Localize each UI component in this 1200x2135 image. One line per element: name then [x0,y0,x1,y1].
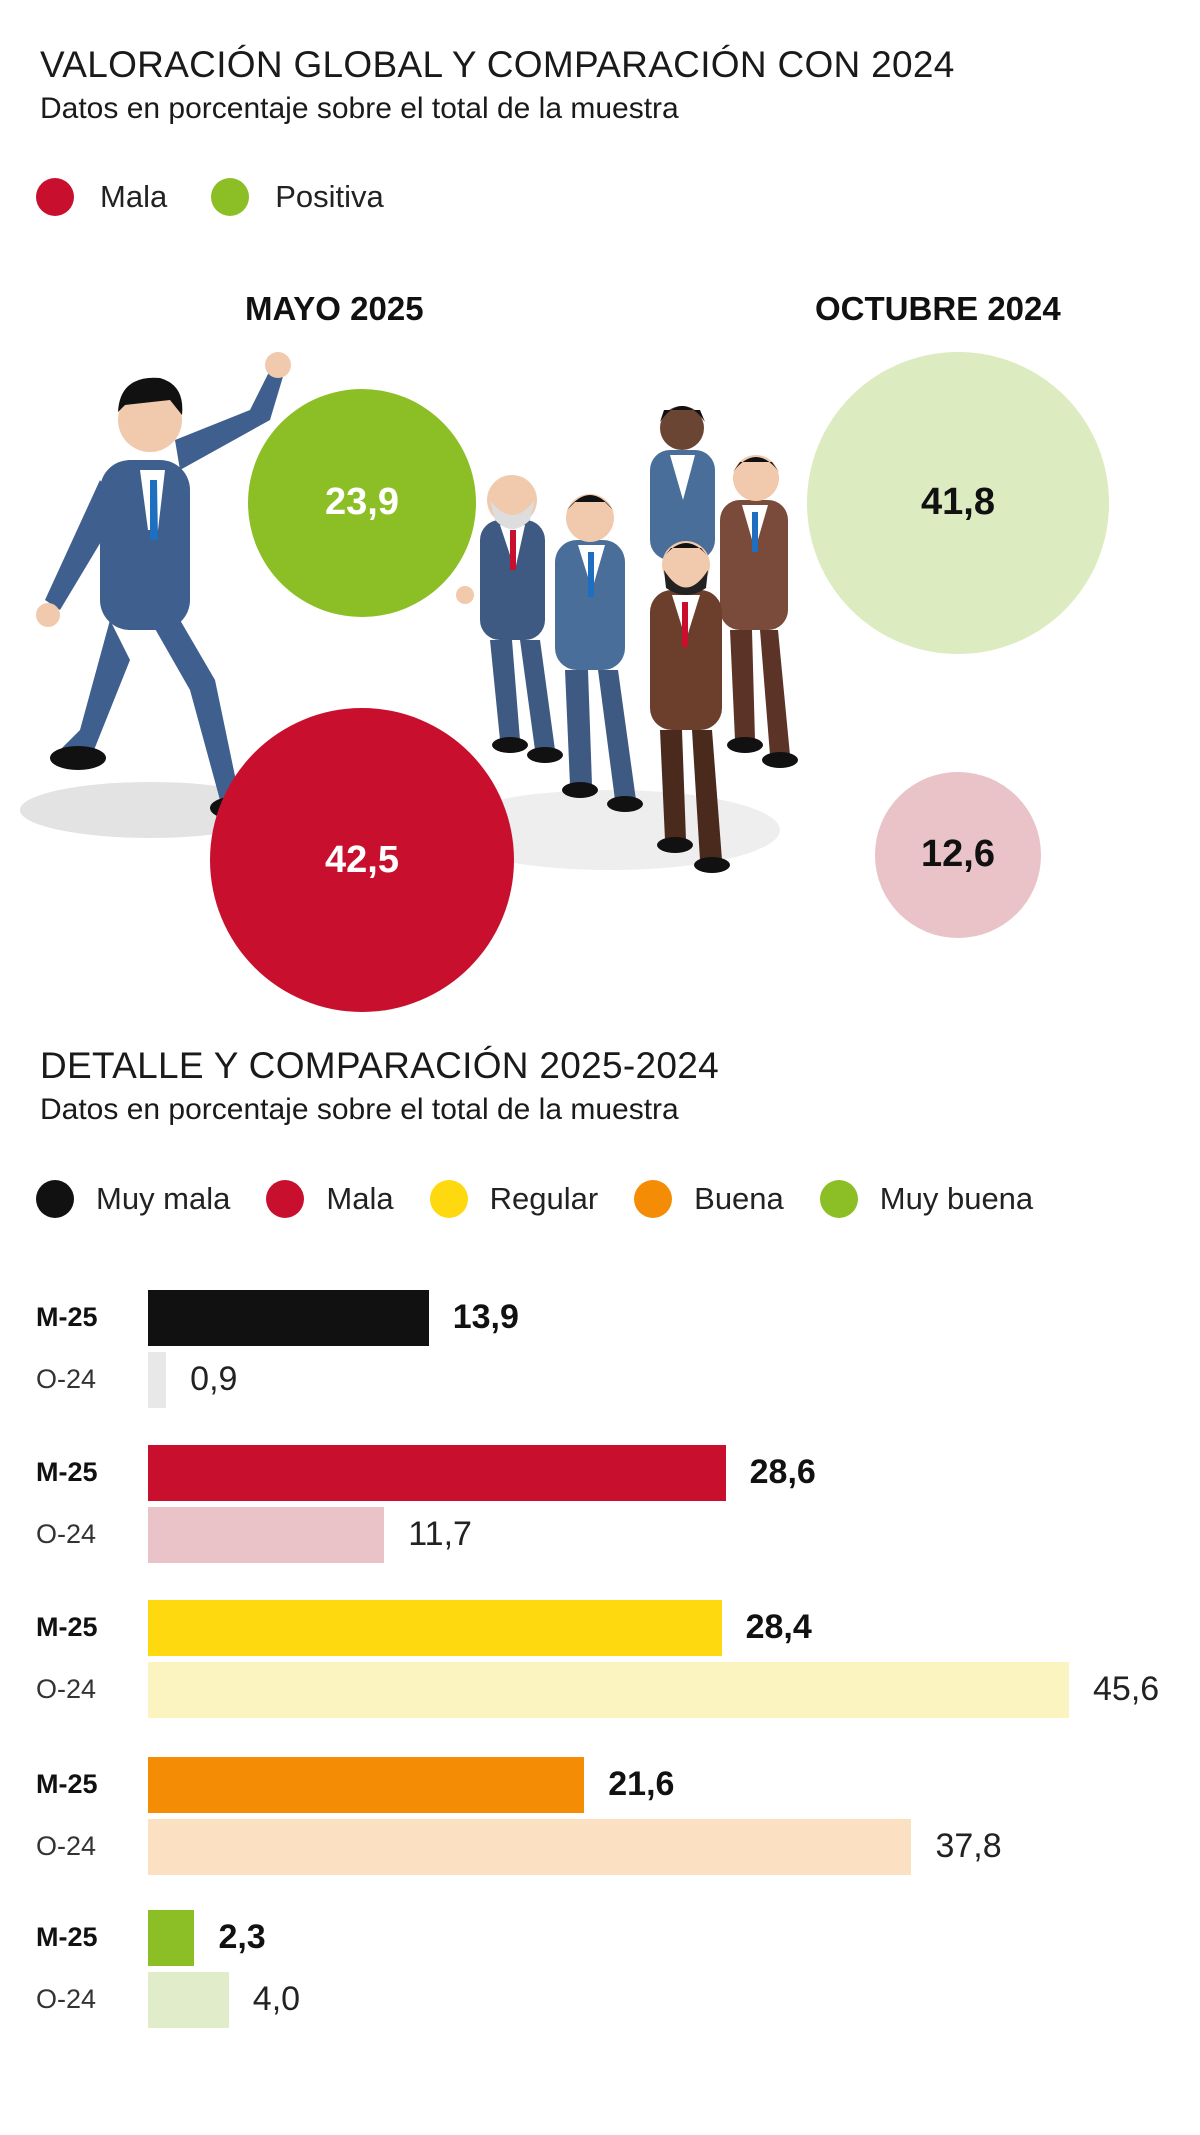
legend-swatch-positiva [211,178,250,216]
legend2-swatch [36,1180,74,1218]
bubble-value-label: 23,9 [325,481,399,524]
row-label-muy-buena-prev: O-24 [36,1984,97,2014]
section1-subtitle: Datos en porcentaje sobre el total de la… [40,92,679,125]
bar-value-muy-mala-prev: 0,9 [190,1360,238,1398]
row-label-mala-prev: O-24 [36,1519,97,1549]
bar-mala-cur [148,1445,726,1501]
bubble-positiva-octubre-2024: 41,8 [807,352,1109,654]
section2-title: DETALLE Y COMPARACIÓN 2025-2024 [40,1045,720,1086]
business-people-illustration [20,352,798,873]
bubble-mala-octubre-2024: 12,6 [875,772,1041,938]
legend2-item-mala: Mala [266,1180,394,1218]
bar-value-regular-cur: 28,4 [745,1608,812,1646]
bar-regular-prev [148,1662,1069,1718]
bar-value-regular-prev: 45,6 [1093,1670,1160,1708]
legend2-swatch [819,1180,858,1218]
bar-value-buena-cur: 21,6 [608,1765,675,1803]
bar-regular-cur [148,1600,722,1656]
row-label-muy-buena-cur: M-25 [36,1922,98,1952]
row-label-mala-cur: M-25 [36,1457,98,1487]
bar-mala-prev [148,1507,385,1563]
legend-item-positiva: Positiva [211,178,384,216]
bubble-positiva-mayo-2025: 23,9 [248,389,476,617]
bubble-value-label: 41,8 [921,481,995,524]
bar-value-muy-mala-cur: 13,9 [452,1298,519,1336]
legend2-label: Buena [694,1181,784,1216]
row-label-buena-prev: O-24 [36,1831,97,1861]
bar-value-muy-buena-cur: 2,3 [218,1918,266,1956]
row-label-muy-mala-cur: M-25 [36,1302,98,1332]
bubble-value-label: 12,6 [921,833,995,876]
row-label-regular-prev: O-24 [36,1674,97,1704]
legend2-item-regular: Regular [429,1180,599,1218]
legend2-swatch [634,1180,673,1218]
period-label-current: MAYO 2025 [245,290,424,327]
legend-swatch-mala [36,178,74,216]
section2-legend: Muy mala Mala Regular Buena Muy buena [36,1180,1069,1218]
legend-label-positiva: Positiva [275,179,384,214]
legend2-swatch [429,1180,468,1218]
bar-buena-cur [148,1757,585,1813]
row-label-regular-cur: M-25 [36,1612,98,1642]
legend2-item-muy-buena: Muy buena [819,1180,1034,1218]
period-label-previous: OCTUBRE 2024 [815,290,1061,327]
legend2-label: Mala [326,1181,394,1216]
section1-title: VALORACIÓN GLOBAL Y COMPARACIÓN CON 2024 [40,44,955,85]
legend2-label: Regular [489,1181,599,1216]
legend-item-mala: Mala [36,178,167,216]
legend2-label: Muy buena [879,1181,1034,1216]
bar-value-muy-buena-prev: 4,0 [252,1980,301,2018]
section2-subtitle: Datos en porcentaje sobre el total de la… [40,1093,679,1126]
bar-muy-buena-prev [148,1972,229,2028]
bar-value-mala-prev: 11,7 [408,1515,472,1553]
legend2-item-buena: Buena [634,1180,784,1218]
section1-legend: Mala Positiva [36,178,428,216]
bubble-value-label: 42,5 [325,838,399,881]
bar-value-buena-prev: 37,8 [935,1827,1002,1865]
legend2-swatch [266,1180,305,1218]
bar-muy-mala-prev [148,1352,167,1408]
legend-label-mala: Mala [100,179,168,214]
bar-muy-mala-cur [148,1290,429,1346]
bar-muy-buena-cur [148,1910,195,1966]
row-label-buena-cur: M-25 [36,1769,98,1799]
bubble-mala-mayo-2025: 42,5 [210,708,514,1012]
legend2-label: Muy mala [96,1181,231,1216]
bar-buena-prev [148,1819,912,1875]
bar-value-mala-cur: 28,6 [749,1453,816,1491]
row-label-muy-mala-prev: O-24 [36,1364,97,1394]
legend2-item-muy-mala: Muy mala [36,1180,230,1218]
